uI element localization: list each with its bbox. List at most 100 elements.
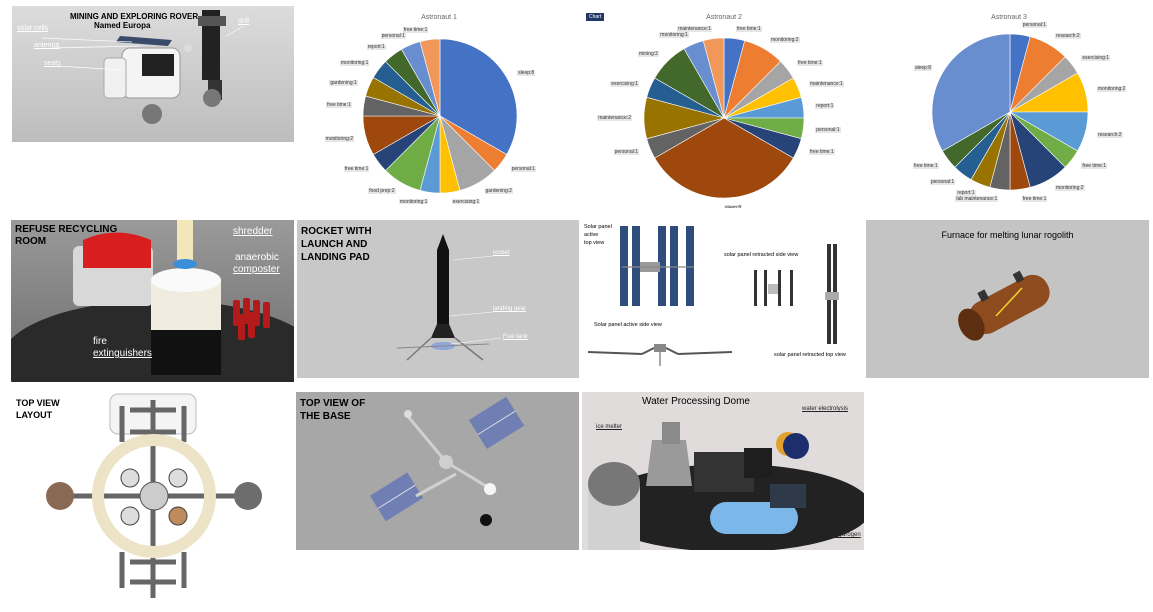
rover-label-solar: solar cells bbox=[17, 25, 49, 32]
base-title-2: THE BASE bbox=[300, 411, 351, 422]
pie-slice-label: exercising:1 bbox=[451, 199, 481, 204]
pie-slice bbox=[654, 117, 794, 199]
pie-2-title: Astronaut 2 bbox=[706, 14, 742, 21]
pie-3-chart bbox=[931, 33, 1089, 191]
pie-slice-label: free time:1 bbox=[736, 25, 762, 32]
pie-slice-label: free time:1 bbox=[343, 165, 370, 172]
water-title: Water Processing Dome bbox=[642, 396, 750, 407]
pie-slice-label: maintenance:2 bbox=[597, 115, 632, 121]
pie-slice-label: mining:2 bbox=[638, 51, 659, 58]
refuse-illustration bbox=[11, 220, 294, 382]
rocket-label-fuel: Fuel tank bbox=[503, 334, 528, 340]
pie-slice-label: exercising:1 bbox=[1081, 55, 1111, 62]
pie-slice-label: exercising:1 bbox=[610, 80, 640, 87]
pie-astronaut-2-tile: Chart Astronaut 2 free time:1 monitoring:… bbox=[584, 4, 864, 208]
rover-label-drill: drill bbox=[238, 18, 249, 25]
water-label-electrolysis: water electrolysis bbox=[802, 406, 849, 412]
furnace-illustration bbox=[958, 270, 1050, 341]
rover-illustration bbox=[41, 10, 245, 124]
water-label-ice: ice melter bbox=[596, 424, 623, 430]
furnace-tile: Furnace for melting lunar rogolith bbox=[866, 220, 1149, 378]
rover-label-antenna: antenna bbox=[34, 42, 60, 49]
pie-slice-label: maintenance:1 bbox=[808, 80, 844, 87]
pie-astronaut-1-tile: Astronaut 1 sleep:8 personal:1 gardening:2… bbox=[298, 4, 580, 204]
pie-slice bbox=[931, 33, 1011, 152]
pie-slice-label: free time:1 bbox=[402, 26, 429, 33]
water-illustration bbox=[588, 422, 864, 550]
solar-label-active-3: top view bbox=[584, 240, 605, 246]
pie-slice-label: maintenance:1 bbox=[677, 25, 712, 32]
pie-slice-label: sleep:8 bbox=[913, 65, 933, 71]
pie-slice-label: research:2 bbox=[1096, 131, 1123, 138]
pie-slice-label: free time:1 bbox=[912, 162, 939, 169]
rover-title-1: MINING AND EXPLORING ROVER bbox=[70, 12, 199, 21]
base-illustration bbox=[369, 396, 525, 526]
pie-slice-label: monitoring:1 bbox=[339, 60, 370, 67]
pie-slice-label: report:1 bbox=[366, 43, 386, 50]
solar-label-retracted-top: solar panel retracted top view bbox=[774, 352, 846, 358]
pie-slice-label: personal:1 bbox=[613, 149, 640, 156]
pie-slice-label: personal:1 bbox=[1021, 21, 1048, 28]
refuse-label-composter: composter bbox=[233, 264, 280, 275]
furnace-title: Furnace for melting lunar rogolith bbox=[941, 230, 1074, 240]
pie-slice-label: monitoring:2 bbox=[1055, 185, 1085, 192]
pie-slice-label: monitoring:1 bbox=[659, 31, 689, 38]
pie-slice-label: report:1 bbox=[956, 190, 976, 197]
water-label-hydrogen: liquid hydrogen bbox=[820, 532, 861, 538]
pie-slice-label: free time:1 bbox=[796, 60, 823, 67]
pie-slice-label: free time:1 bbox=[326, 101, 352, 108]
pie-slice-label: gardening:1 bbox=[329, 79, 358, 86]
solar-panel-tile: Solar panel active top view solar panel … bbox=[582, 220, 864, 378]
pie-slice-label: lab maintenance:1 bbox=[955, 196, 999, 203]
top-view-layout-tile: TOP VIEW LAYOUT bbox=[12, 392, 294, 608]
refuse-title-2: ROOM bbox=[15, 236, 47, 247]
pie-slice-label: report:1 bbox=[815, 103, 835, 110]
pie-slice-label: free time:1 bbox=[1021, 196, 1048, 203]
pie-slice-label: food prep:2 bbox=[368, 188, 396, 195]
rover-tile: MINING AND EXPLORING ROVER Named Europa … bbox=[12, 6, 294, 142]
rocket-label-gear: landing gear bbox=[493, 306, 527, 312]
rover-title-2: Named Europa bbox=[94, 21, 151, 30]
pie-slice-label: gardening:2 bbox=[484, 188, 513, 195]
base-title-1: TOP VIEW OF bbox=[300, 398, 366, 409]
pie-slice bbox=[702, 37, 725, 119]
chart-badge: Chart bbox=[586, 13, 605, 21]
solar-label-active-1: Solar panel bbox=[584, 224, 612, 230]
solar-illustration bbox=[587, 226, 839, 366]
solar-label-active-2: active bbox=[584, 232, 599, 238]
pie-slice-label: monitoring:2 bbox=[770, 37, 800, 44]
top-view-base-tile: TOP VIEW OF THE BASE bbox=[296, 392, 579, 550]
refuse-room-tile: REFUSE RECYCLING ROOM shredder anaerobic… bbox=[11, 220, 294, 382]
layout-title-2: LAYOUT bbox=[16, 410, 53, 420]
pie-slice-label: sleep:8 bbox=[724, 205, 743, 208]
refuse-title-1: REFUSE RECYCLING bbox=[15, 224, 118, 235]
pie-slice-label: personal:1 bbox=[510, 165, 536, 172]
refuse-label-extinguishers: extinguishers bbox=[93, 348, 152, 359]
pie-1-chart bbox=[362, 38, 518, 194]
pie-1-title: Astronaut 1 bbox=[421, 14, 457, 21]
rover-label-seats: seats bbox=[44, 60, 61, 67]
rocket-tile: ROCKET WITH LAUNCH AND LANDING PAD rocke… bbox=[297, 220, 579, 378]
pie-astronaut-3-tile: Astronaut 3 personal:1 research:2 exercisi… bbox=[868, 4, 1150, 204]
rocket-label-rocket: rocket bbox=[493, 250, 510, 256]
refuse-label-anaerobic: anaerobic bbox=[235, 252, 279, 263]
pie-slice-label: personal:1 bbox=[815, 126, 841, 133]
pie-slice-label: free time:1 bbox=[808, 149, 835, 156]
solar-label-active-side: Solar panel active side view bbox=[594, 322, 662, 328]
pie-slice-label: research:2 bbox=[1055, 32, 1081, 39]
rocket-title-2: LAUNCH AND bbox=[301, 239, 368, 250]
pie-slice bbox=[439, 38, 518, 155]
rocket-title-1: ROCKET WITH bbox=[301, 226, 372, 237]
pie-slice-label: sleep:8 bbox=[517, 69, 536, 76]
pie-slice bbox=[419, 38, 441, 117]
pie-slice-label: personal:1 bbox=[380, 32, 406, 39]
water-dome-tile: Water Processing Dome ice melter water e… bbox=[582, 392, 864, 550]
pie-slice-label: monitoring:1 bbox=[398, 199, 429, 204]
layout-illustration bbox=[46, 393, 262, 598]
pie-slice-label: monitoring:2 bbox=[324, 135, 355, 142]
solar-label-retracted-side: solar panel retracted side view bbox=[724, 252, 799, 258]
pie-2-chart bbox=[643, 37, 805, 199]
refuse-label-shredder: shredder bbox=[233, 226, 273, 237]
pie-slice-label: free time:1 bbox=[1081, 162, 1108, 169]
rocket-illustration bbox=[396, 234, 502, 361]
